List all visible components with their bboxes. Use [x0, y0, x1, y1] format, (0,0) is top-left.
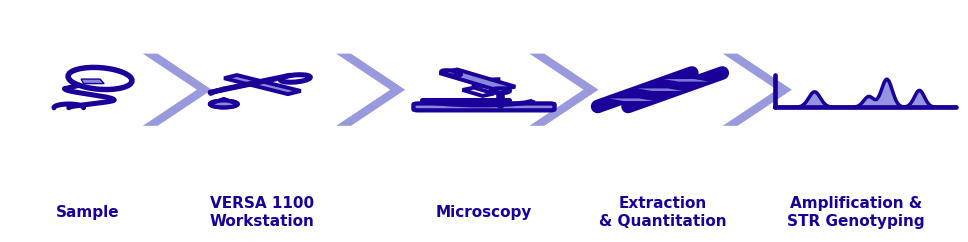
Polygon shape	[224, 75, 301, 94]
Text: VERSA 1100
Workstation: VERSA 1100 Workstation	[209, 196, 315, 229]
Text: Sample: Sample	[56, 205, 119, 220]
Text: Amplification &
STR Genotyping: Amplification & STR Genotyping	[787, 196, 925, 229]
Polygon shape	[210, 99, 238, 104]
Polygon shape	[664, 79, 709, 82]
Polygon shape	[81, 79, 105, 83]
Polygon shape	[529, 54, 598, 126]
Ellipse shape	[441, 70, 461, 76]
FancyBboxPatch shape	[413, 103, 555, 110]
Ellipse shape	[68, 68, 132, 90]
Polygon shape	[609, 98, 654, 101]
Polygon shape	[463, 88, 494, 96]
Text: Microscopy: Microscopy	[436, 205, 532, 220]
Polygon shape	[439, 69, 515, 90]
Polygon shape	[143, 54, 212, 126]
Polygon shape	[723, 54, 792, 126]
Polygon shape	[336, 54, 406, 126]
Polygon shape	[637, 88, 682, 91]
Circle shape	[497, 90, 504, 92]
Circle shape	[491, 88, 510, 93]
Text: Extraction
& Quantitation: Extraction & Quantitation	[599, 196, 727, 229]
Ellipse shape	[281, 75, 311, 82]
Circle shape	[210, 101, 238, 107]
